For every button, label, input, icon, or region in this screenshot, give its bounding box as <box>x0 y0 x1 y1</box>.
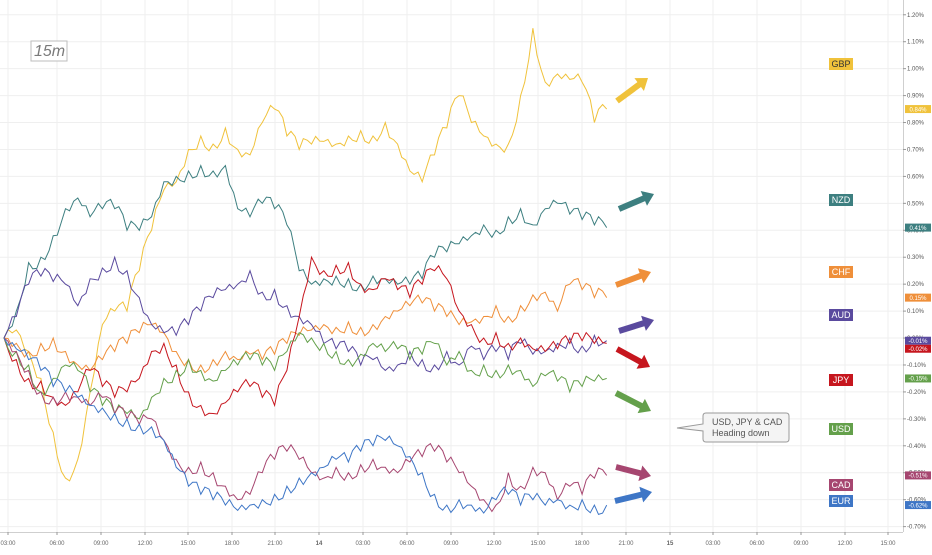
time-axis-label: 03:00 <box>0 541 16 547</box>
last-value-badge-bg <box>905 471 931 480</box>
currency-tag-jpy: JPY <box>833 375 850 385</box>
series-line-chf <box>3 277 608 374</box>
timeframe-box: 15m <box>30 40 68 62</box>
last-value-badge-nzd: 0.41% <box>909 226 927 232</box>
timeframe-label: 15m <box>34 43 65 60</box>
currency-tag-cad: CAD <box>831 480 851 490</box>
series-line-usd <box>3 332 607 420</box>
last-value-badge-gbp: 0.84% <box>909 107 927 113</box>
price-axis-label: -0.30% <box>907 417 927 423</box>
last-value-badge-jpy: -0.02% <box>908 347 928 353</box>
currency-tag-eur: EUR <box>831 496 851 506</box>
time-axis-label: 06:00 <box>399 541 415 547</box>
grid-layer <box>0 0 903 532</box>
currency-tag-gbp: GBP <box>831 59 850 69</box>
time-axis-label: 09:00 <box>93 541 109 547</box>
currency-labels: GBP NZD CHF AUD JPY USD CAD EUR <box>829 58 853 507</box>
currency-tag-bg <box>829 309 853 321</box>
time-axis-label: 15:00 <box>180 541 196 547</box>
currency-tag-usd: USD <box>831 424 851 434</box>
time-axis-label: 06:00 <box>749 541 765 547</box>
series-line-jpy <box>3 255 607 417</box>
last-value-badge-bg <box>905 374 931 383</box>
arrow-up-chf-icon <box>615 268 651 288</box>
time-axis-label: 14 <box>316 541 323 547</box>
series-line-cad <box>3 337 608 513</box>
last-value-badge-bg <box>905 501 931 510</box>
callout-line-2: Heading down <box>712 428 770 438</box>
arrow-down-jpy-icon <box>615 346 650 369</box>
last-value-badge-bg <box>905 293 931 302</box>
price-axis-label: 1.20% <box>907 13 925 19</box>
price-axis-label: 0.90% <box>907 94 925 100</box>
price-axis-label: -0.10% <box>907 363 927 369</box>
time-axis-label: 06:00 <box>49 541 65 547</box>
price-axis-label: -0.60% <box>907 498 927 504</box>
time-axis-label: 12:00 <box>137 541 153 547</box>
price-axis-label: 1.00% <box>907 67 925 73</box>
currency-tag-bg <box>829 423 853 435</box>
time-axis-label: 15:00 <box>880 541 896 547</box>
time-axis-label: 09:00 <box>443 541 459 547</box>
currency-tag-bg <box>829 58 853 70</box>
last-value-badge-eur: -0.62% <box>908 503 928 509</box>
last-value-badge-aud: -0.01% <box>908 339 928 345</box>
series-layer <box>3 28 608 516</box>
time-axis-label: 09:00 <box>793 541 809 547</box>
last-value-badge-cad: -0.51% <box>908 474 928 480</box>
callout-box: USD, JPY & CAD Heading down <box>676 412 790 443</box>
arrow-up-gbp-icon <box>615 78 648 104</box>
currency-tag-bg <box>829 266 853 278</box>
time-axis-label: 03:00 <box>355 541 371 547</box>
time-axis-label: 21:00 <box>618 541 634 547</box>
arrow-down-usd-icon <box>614 390 651 414</box>
price-axis-label: -0.20% <box>907 390 927 396</box>
time-axis-label: 18:00 <box>574 541 590 547</box>
time-axis-label: 21:00 <box>267 541 283 547</box>
currency-tag-chf: CHF <box>832 267 851 277</box>
price-axis-label: 0.50% <box>907 201 925 207</box>
price-axis-label: -0.70% <box>907 525 927 531</box>
price-axis-label: 0.20% <box>907 282 925 288</box>
currency-tag-nzd: NZD <box>832 195 851 205</box>
price-axis: 1.20% 1.10% 1.00% 0.90% 0.80% 0.70% 0.60% 0.50%… <box>903 0 931 532</box>
last-value-badge-chf: 0.15% <box>909 296 927 302</box>
price-axis-label: 0.80% <box>907 121 925 127</box>
series-line-nzd <box>3 164 608 339</box>
arrow-up-eur-icon <box>614 486 652 504</box>
last-value-badge-bg <box>905 336 931 345</box>
price-axis-label: 0.60% <box>907 174 925 180</box>
arrow-down-cad-icon <box>615 464 651 481</box>
currency-tag-bg <box>829 194 853 206</box>
currency-tag-aud: AUD <box>831 310 851 320</box>
currency-tag-bg <box>829 495 853 507</box>
trend-arrows <box>614 78 654 504</box>
price-axis-label: -0.40% <box>907 444 927 450</box>
last-value-badge-usd: -0.15% <box>908 377 928 383</box>
price-axis-label: 0.30% <box>907 255 925 261</box>
time-axis-label: 18:00 <box>224 541 240 547</box>
arrow-up-nzd-icon <box>617 191 654 212</box>
last-value-badge-bg <box>905 223 931 232</box>
last-value-badge-bg <box>905 105 931 114</box>
price-axis-label: 1.10% <box>907 40 925 46</box>
time-axis-label: 12:00 <box>837 541 853 547</box>
time-axis-label: 15 <box>667 541 674 547</box>
last-value-badge-bg <box>905 344 931 353</box>
time-axis-label: 03:00 <box>705 541 721 547</box>
currency-tag-bg <box>829 479 853 491</box>
series-line-gbp <box>3 28 608 482</box>
price-axis-label: 0.70% <box>907 147 925 153</box>
currency-tag-bg <box>829 374 853 386</box>
series-line-eur <box>3 337 608 516</box>
time-axis-label: 12:00 <box>486 541 502 547</box>
time-axis: 03:00 06:00 09:00 12:00 15:00 18:00 21:00 14 03:… <box>0 532 903 547</box>
price-axis-label: 0.10% <box>907 309 925 315</box>
series-line-aud <box>3 255 607 373</box>
callout-line-1: USD, JPY & CAD <box>712 417 783 427</box>
arrow-up-aud-icon <box>618 315 654 334</box>
time-axis-label: 15:00 <box>530 541 546 547</box>
